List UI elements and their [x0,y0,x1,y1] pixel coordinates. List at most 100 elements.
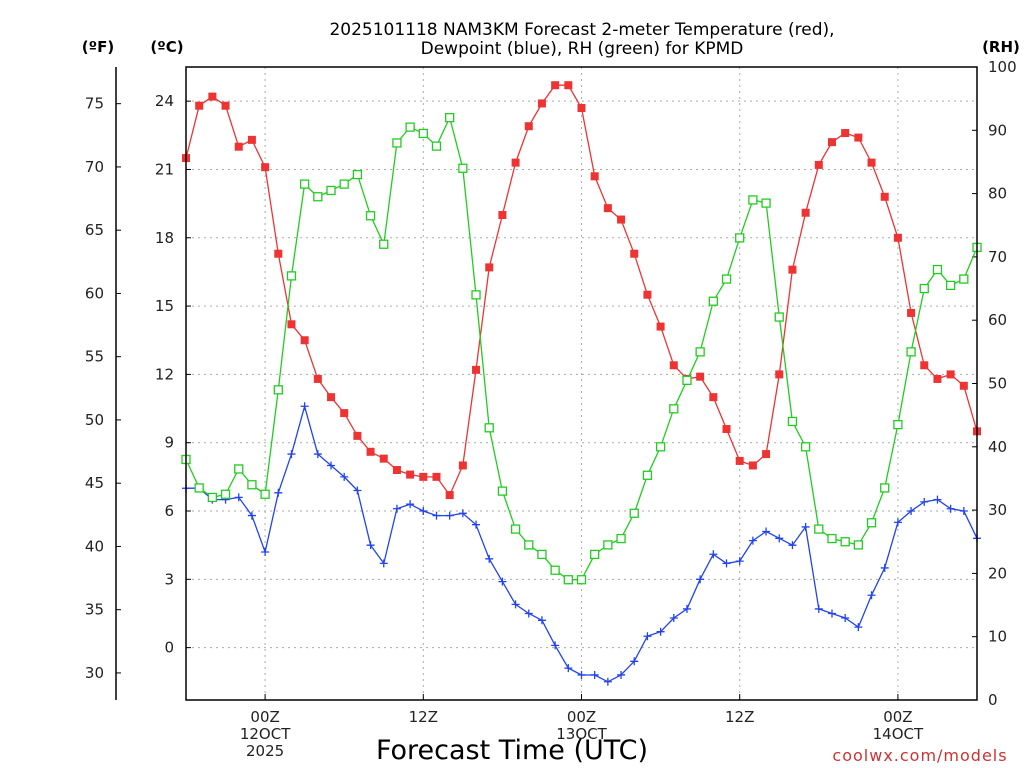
rh-unit-label: (RH) [982,38,1020,56]
fahrenheit-tick-label: 60 [85,284,104,302]
dewpoint-point [735,557,744,566]
dewpoint-point [498,577,507,586]
rh-point [286,271,297,281]
temperature-point [287,320,296,329]
rh-point [313,192,323,202]
dewpoint-point [854,623,863,632]
temperature-point [656,322,665,331]
rh-tick-label: 80 [988,185,1007,203]
temperature-point [300,336,309,345]
temperature-point [722,425,731,434]
rh-point [919,283,929,294]
celsius-tick-label: 15 [155,297,174,315]
celsius-tick-label: 24 [155,92,174,110]
rh-point [708,296,718,306]
dewpoint-point [287,450,296,459]
rh-point [959,274,969,284]
rh-point [563,575,573,585]
temperature-point [472,365,481,374]
dewpoint-point [261,547,270,556]
rh-point [695,347,705,357]
celsius-tick-label: 21 [155,160,174,178]
chart-title-line2: Dewpoint (blue), RH (green) for KPMD [421,39,744,59]
rh-point [537,549,547,560]
rh-point [800,442,811,452]
grid-lines [186,67,977,700]
dewpoint-point [669,614,678,623]
temperature-point [841,129,850,138]
temperature-point [485,263,494,272]
dewpoint-point [406,500,415,509]
temperature-point [551,81,560,90]
rh-point [352,169,363,180]
dewpoint-point [841,614,850,623]
temperature-point [498,211,507,220]
temperature-point [221,101,230,110]
rh-point [273,385,283,395]
dewpoint-point [775,534,784,543]
fahrenheit-tick-label: 75 [85,95,104,113]
x-tick-label: 14OCT [873,725,924,743]
temperature-point [893,233,902,242]
temperature-point [814,160,823,169]
rh-tick-label: 10 [988,628,1007,646]
rh-point [339,179,349,189]
rh-point [590,549,600,560]
temperature-point [788,265,797,274]
rh-point [616,533,626,544]
series-dewpoint [182,402,981,686]
temperature-point [801,208,810,217]
temperature-point [880,192,889,201]
dewpoint-point [551,641,560,650]
temperature-point [340,409,349,418]
rh-point [220,489,231,499]
temperature-point [959,381,968,390]
dewpoint-point [867,591,876,600]
temperature-point [827,138,836,147]
celsius-tick-label: 9 [164,434,174,452]
rh-tick-label: 100 [988,58,1017,76]
rh-point [787,416,798,427]
rh-point [814,524,824,534]
celsius-unit-label: (ºC) [150,38,183,56]
rh-point [853,540,863,550]
rh-point [761,198,771,208]
rh-tick-label: 60 [988,311,1007,329]
dewpoint-point [392,504,401,513]
dewpoint-point [959,507,968,516]
temperature-point [208,92,217,101]
x-tick-label: 12OCT [240,725,291,743]
rh-tick-label: 40 [988,438,1007,456]
temperature-point [748,461,757,470]
temperature-point [933,374,942,383]
rh-point [431,141,442,151]
dewpoint-point [340,472,349,481]
rh-point [629,508,639,518]
rh-point [669,404,679,414]
temperature-point [709,393,718,402]
rh-point [365,211,376,221]
rh-point [247,480,257,490]
dewpoint-point [643,632,652,641]
celsius-tick-label: 6 [164,502,174,520]
dewpoint-point [590,670,599,679]
rh-point [840,537,850,547]
dewpoint-point [432,511,441,520]
rh-point [299,179,310,189]
rh-tick-label: 70 [988,248,1007,266]
dewpoint-point [537,616,546,625]
temperature-point [327,393,336,402]
dewpoint-point [419,507,428,516]
x-tick-label: 13OCT [556,725,607,743]
dewpoint-point [247,511,256,520]
temperature-point [234,142,243,151]
rh-point [945,280,956,291]
celsius-tick-label: 0 [164,639,174,657]
dewpoint-point [617,670,626,679]
temperature-point [379,454,388,463]
rh-point [642,470,653,480]
dewpoint-point [709,550,718,559]
temperature-point [406,470,415,479]
temperature-point [630,249,639,258]
dewpoint-point [353,486,362,495]
